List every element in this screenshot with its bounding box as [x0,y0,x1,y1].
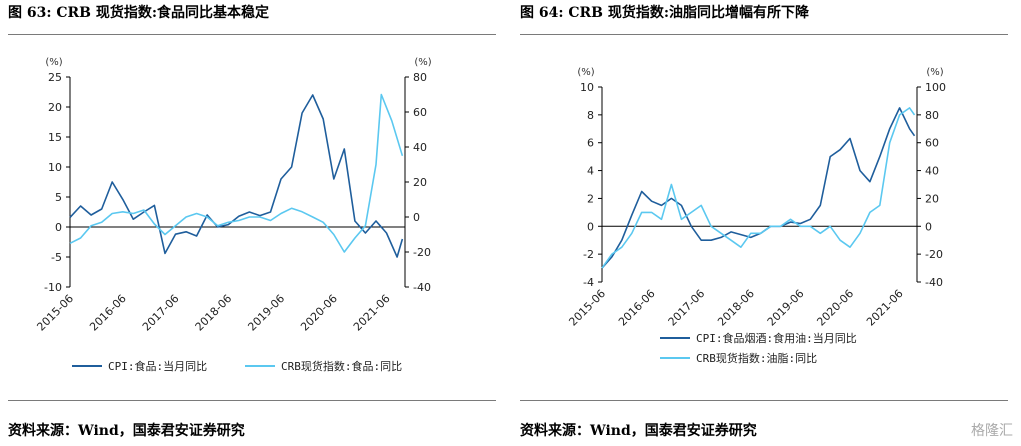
figure-title: 图 64: CRB 现货指数:油脂同比增幅有所下降 [520,5,810,21]
x-tick-label: 2019-06 [765,287,807,329]
left-tick-label: 20 [48,101,62,114]
left-tick-label: 4 [587,165,594,178]
right-tick-label: -20 [925,248,943,261]
left-tick-label: 0 [587,220,594,233]
right-tick-label: 0 [413,211,420,224]
left-tick-label: 10 [48,161,62,174]
x-tick-label: 2019-06 [245,292,287,334]
right-tick-label: -20 [413,246,431,259]
figure-title: 图 63: CRB 现货指数:食品同比基本稳定 [8,5,270,21]
chart-64: (%) (%)1086420-2-4100806040200-20-402015-… [566,67,946,365]
x-tick-label: 2020-06 [814,287,856,329]
legend-label: CRB现货指数:油脂:同比 [696,351,817,365]
x-tick-label: 2021-06 [351,292,393,334]
legend-label: CRB现货指数:食品:同比 [281,359,402,373]
x-tick-label: 2017-06 [140,292,182,334]
bottom-rule [8,400,496,401]
source-note: 资料来源：Wind，国泰君安证券研究 [8,423,245,439]
x-tick-label: 2018-06 [715,287,757,329]
left-tick-label: 10 [580,81,594,94]
right-tick-label: 40 [413,141,427,154]
chart-63: (%) (%) 25 20 15 10 5 0 -5 -10 80 60 40 20 0 -20 -40 2015… [34,57,431,373]
legend-label: CPI:食品烟酒:食用油:当月同比 [696,331,857,345]
left-tick-label: -5 [51,251,62,264]
legend-label: CPI:食品:当月同比 [108,359,207,373]
right-tick-label: 40 [925,165,939,178]
figure-63: 图 63: CRB 现货指数:食品同比基本稳定 (%) (%) 25 20 15 10 5 0… [0,0,500,446]
right-axis-unit: (%) [926,67,943,78]
left-tick-label: 8 [587,109,594,122]
x-tick-label: 2015-06 [566,287,608,329]
watermark-logo: 格隆汇 [971,423,1013,439]
x-tick-label: 2016-06 [616,287,658,329]
x-tick-label: 2018-06 [193,292,235,334]
right-tick-label: 80 [413,71,427,84]
left-tick-label: -10 [44,281,62,294]
series-line-cpi [601,107,916,269]
x-tick-label: 2020-06 [298,292,340,334]
left-tick-label: 0 [55,221,62,234]
bottom-rule [520,400,1008,401]
right-tick-label: -40 [413,281,431,294]
x-tick-label: 2021-06 [864,287,906,329]
left-tick-label: 5 [55,191,62,204]
left-axis-unit: (%) [577,67,594,78]
left-tick-label: 2 [587,192,594,205]
source-note: 资料来源：Wind，国泰君安证券研究 [520,423,757,439]
left-tick-label: 6 [587,137,594,150]
right-tick-label: 60 [925,137,939,150]
top-rule [520,34,1008,35]
x-tick-label: 2017-06 [666,287,708,329]
right-tick-label: 20 [413,176,427,189]
series-line-cpi [69,94,404,258]
left-tick-label: 15 [48,131,62,144]
top-rule [8,34,496,35]
right-tick-label: 80 [925,109,939,122]
left-tick-label: -4 [583,276,594,289]
left-tick-label: 25 [48,71,62,84]
right-tick-label: 60 [413,106,427,119]
series-line-crb [601,107,916,269]
left-axis-unit: (%) [45,57,62,68]
left-tick-label: -2 [583,248,594,261]
x-tick-label: 2016-06 [87,292,129,334]
right-tick-label: 100 [925,81,946,94]
right-axis-unit: (%) [414,57,431,68]
right-tick-label: -40 [925,276,943,289]
x-tick-label: 2015-06 [34,292,76,334]
figure-64: 图 64: CRB 现货指数:油脂同比增幅有所下降 (%) (%) 10 8 6 4 2 0-… [512,0,1012,446]
right-tick-label: 0 [925,220,932,233]
right-tick-label: 20 [925,192,939,205]
series-line-crb [69,93,404,253]
